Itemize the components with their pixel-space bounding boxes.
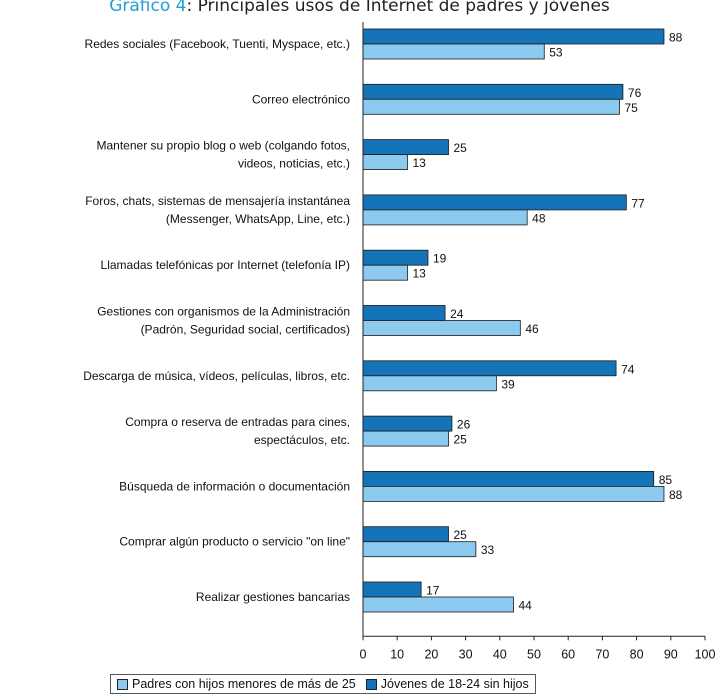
data-label: 26 xyxy=(457,418,471,432)
data-label: 53 xyxy=(549,46,563,60)
x-tick-label: 10 xyxy=(390,647,404,661)
bar-jovenes xyxy=(362,415,453,432)
bar-padres xyxy=(362,98,620,115)
data-label: 25 xyxy=(454,528,468,542)
bar-padres xyxy=(362,43,545,60)
data-label: 19 xyxy=(433,252,447,266)
x-tick-label: 0 xyxy=(360,647,367,661)
data-label: 77 xyxy=(631,196,645,210)
bar-jovenes xyxy=(362,194,627,211)
x-tick-label: 30 xyxy=(459,647,473,661)
x-axis: 0 10 20 30 40 50 60 70 80 90 100 xyxy=(360,22,716,661)
legend-label: Jóvenes de 18-24 sin hijos xyxy=(380,677,529,691)
bar-padres xyxy=(362,430,449,447)
data-label: 48 xyxy=(532,211,546,225)
value-labels: 8853767525137748191324467439262585882533… xyxy=(412,31,682,613)
data-label: 88 xyxy=(669,31,683,45)
data-label: 85 xyxy=(659,473,673,487)
x-tick-label: 90 xyxy=(664,647,678,661)
bar-padres xyxy=(362,485,665,502)
x-tick-label: 100 xyxy=(695,647,716,661)
data-label: 33 xyxy=(481,543,495,557)
data-label: 25 xyxy=(454,433,468,447)
bar-jovenes xyxy=(362,581,422,598)
category-label: videos, noticias, etc.) xyxy=(238,157,350,171)
category-label: Gestiones con organismos de la Administr… xyxy=(97,305,350,319)
category-label: Comprar algún producto o servicio "on li… xyxy=(119,535,350,549)
category-label: Mantener su propio blog o web (colgando … xyxy=(97,139,351,153)
x-tick-label: 60 xyxy=(561,647,575,661)
bar-padres xyxy=(362,320,521,336)
category-label: Llamadas telefónicas por Internet (telef… xyxy=(101,258,350,272)
bar-jovenes xyxy=(362,526,449,543)
data-label: 13 xyxy=(412,267,426,281)
category-label: Redes sociales (Facebook, Tuenti, Myspac… xyxy=(85,37,350,51)
category-label: Foros, chats, sistemas de mensajería ins… xyxy=(85,194,350,208)
data-label: 13 xyxy=(412,156,426,170)
bar-padres xyxy=(362,541,477,558)
bar-jovenes xyxy=(362,249,429,266)
bar-jovenes xyxy=(362,360,617,377)
bar-padres xyxy=(362,596,514,613)
legend-item: Jóvenes de 18-24 sin hijos xyxy=(365,677,529,691)
bar-jovenes xyxy=(362,83,624,100)
bar-jovenes xyxy=(362,305,446,321)
figure-caption: : Principales usos de Internet de padres… xyxy=(186,0,610,16)
category-label: espectáculos, etc. xyxy=(254,433,350,447)
data-label: 17 xyxy=(426,584,440,598)
data-label: 46 xyxy=(525,322,539,336)
bars xyxy=(362,28,665,613)
bar-padres xyxy=(362,264,408,281)
bar-jovenes xyxy=(362,28,665,45)
legend-label: Padres con hijos menores de más de 25 xyxy=(132,677,356,691)
data-label: 24 xyxy=(450,307,464,321)
x-tick-label: 40 xyxy=(493,647,507,661)
bar-padres xyxy=(362,375,497,392)
category-label: Búsqueda de información o documentación xyxy=(119,479,350,493)
category-label: (Messenger, WhatsApp, Line, etc.) xyxy=(166,212,350,226)
data-label: 75 xyxy=(625,101,639,115)
legend: Padres con hijos menores de más de 25 Jóv… xyxy=(110,674,536,694)
data-label: 39 xyxy=(501,377,515,391)
x-tick-label: 80 xyxy=(630,647,644,661)
bar-jovenes xyxy=(362,470,655,487)
bar-padres xyxy=(362,209,528,226)
page-title: Gráfico 4: Principales usos de Internet … xyxy=(0,0,719,16)
data-label: 44 xyxy=(518,599,532,613)
legend-item: Padres con hijos menores de más de 25 xyxy=(117,677,356,691)
category-label: Descarga de música, vídeos, películas, l… xyxy=(83,369,350,383)
figure-number: Gráfico 4 xyxy=(109,0,187,16)
category-label: Compra o reserva de entradas para cines, xyxy=(125,415,350,429)
bar-padres xyxy=(362,154,408,171)
legend-swatch xyxy=(365,678,377,690)
data-label: 25 xyxy=(454,141,468,155)
data-label: 76 xyxy=(628,86,642,100)
category-label: Realizar gestiones bancarias xyxy=(196,590,350,604)
category-labels: Redes sociales (Facebook, Tuenti, Myspac… xyxy=(83,37,350,604)
data-label: 88 xyxy=(669,488,683,502)
x-tick-label: 20 xyxy=(424,647,438,661)
x-tick-label: 50 xyxy=(527,647,541,661)
data-label: 74 xyxy=(621,362,635,376)
category-label: Correo electrónico xyxy=(252,92,350,106)
legend-swatch xyxy=(117,678,128,690)
x-tick-label: 70 xyxy=(595,647,609,661)
bar-jovenes xyxy=(362,139,449,156)
category-label: (Padrón, Seguridad social, certificados) xyxy=(141,323,350,337)
